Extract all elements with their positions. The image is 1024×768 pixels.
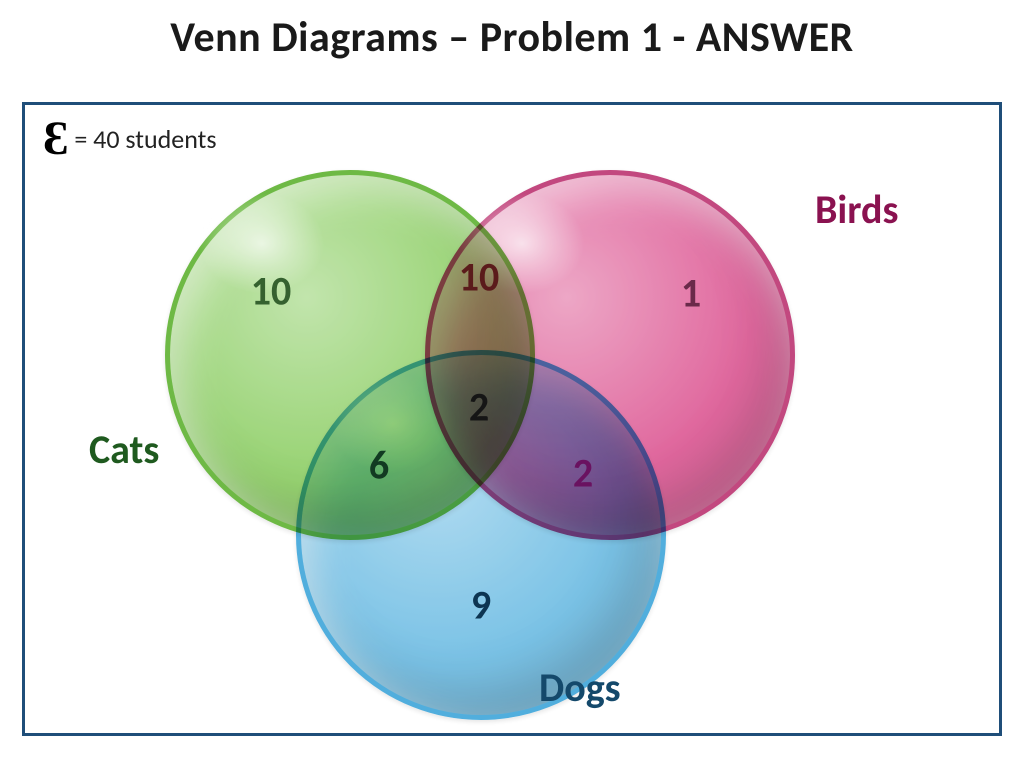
slide: Venn Diagrams – Problem 1 - ANSWER Ɛ = 4…: [0, 0, 1024, 768]
slide-title: Venn Diagrams – Problem 1 - ANSWER: [0, 12, 1024, 63]
venn-diagram: Cats Birds Dogs 10 10 1 2 6 2 9: [25, 105, 999, 733]
venn-frame: Ɛ = 40 students CatsBirdsDogs101012629: [22, 102, 1002, 736]
region-all-three: 2: [469, 383, 489, 432]
region-dogs-only: 9: [471, 581, 491, 630]
region-cats-only: 10: [251, 267, 292, 316]
region-birds-dogs: 2: [573, 449, 593, 498]
region-cats-dogs: 6: [369, 441, 389, 490]
set-label-birds: Birds: [815, 185, 898, 234]
region-birds-only: 1: [681, 269, 701, 318]
set-label-cats: Cats: [89, 425, 159, 474]
region-cats-birds: 10: [459, 253, 500, 302]
set-label-dogs: Dogs: [539, 663, 621, 712]
